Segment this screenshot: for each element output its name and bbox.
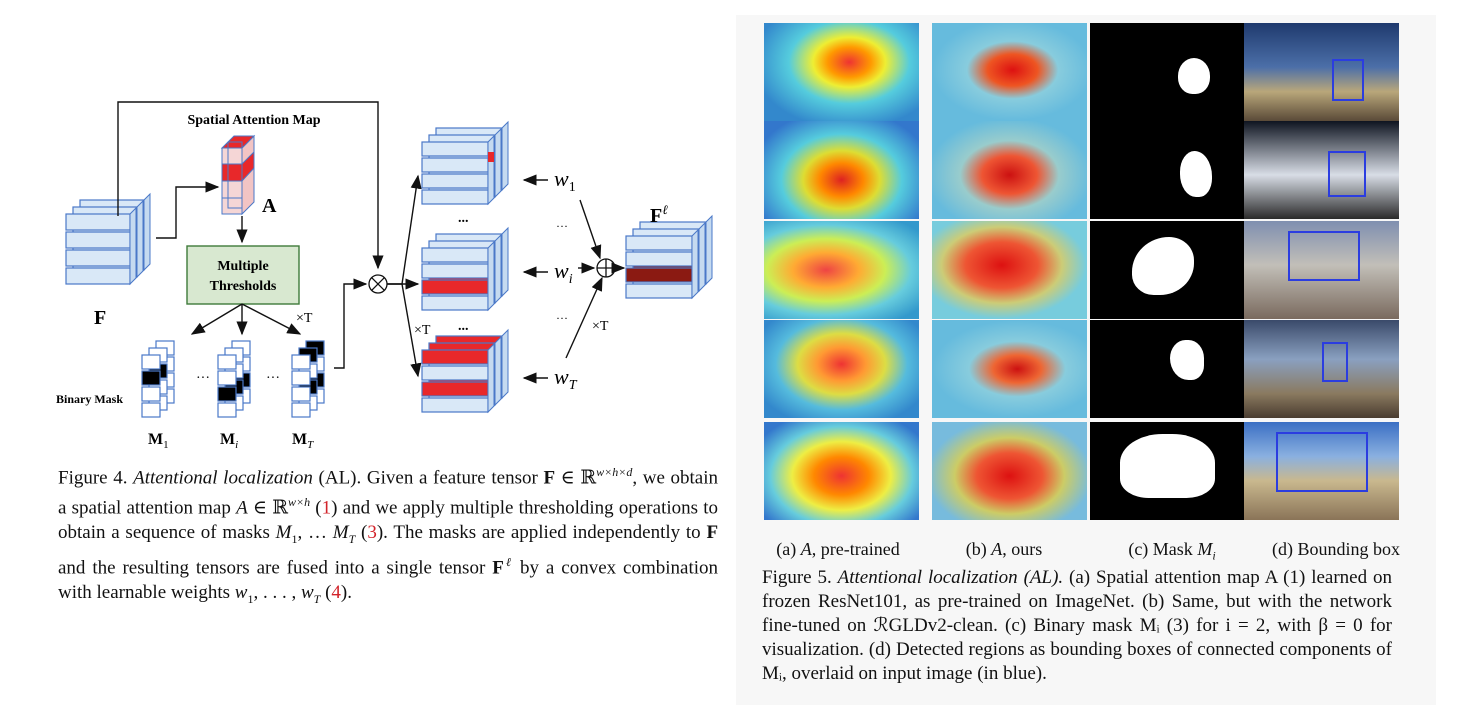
bounding-box-overlay [1276, 432, 1368, 492]
fused-tensor-Fl [625, 214, 713, 300]
bounding-box-image [1244, 320, 1399, 418]
binary-mask-Mi [217, 340, 251, 418]
label-F: F [94, 307, 106, 329]
sum-operator [596, 258, 616, 278]
bounding-box-overlay [1322, 342, 1348, 382]
mask-region [1132, 237, 1194, 295]
attention-ours-image [932, 23, 1087, 121]
attention-ours-image [932, 121, 1087, 219]
vdots-1: ... [458, 211, 469, 226]
masked-tensor-T [421, 328, 509, 414]
figure-4-caption: Figure 4. Attentional localization (AL).… [58, 465, 719, 606]
label-w1: w1 [554, 166, 576, 195]
multiply-operator [368, 274, 388, 294]
column-label-d: (d) Bounding box [1272, 539, 1400, 559]
al-architecture-diagram: Spatial Attention Map A Multiple Thresho… [56, 101, 713, 451]
spatial-attention-map-label: Spatial Attention Map [187, 113, 320, 128]
times-T-label: ×T [296, 311, 313, 326]
label-wi: wi [554, 258, 573, 287]
masked-tensor-1 [421, 120, 509, 206]
times-T-label-3: ×T [592, 319, 609, 334]
bounding-box-image [1244, 221, 1399, 319]
bounding-box-overlay [1328, 151, 1366, 197]
figure-4: Spatial Attention Map A Multiple Thresho… [56, 101, 719, 606]
dots-1: ··· [196, 371, 210, 386]
figure-5: (a) A, pre-trained (b) A, ours (c) Mask … [736, 15, 1436, 705]
mask-image [1090, 221, 1245, 319]
label-M1: M1 [148, 431, 169, 451]
mask-region [1178, 58, 1210, 94]
bounding-box-image [1244, 121, 1399, 219]
attention-pretrained-image [764, 422, 919, 520]
attention-pretrained-image [764, 121, 919, 219]
label-MT: MT [292, 431, 314, 451]
dots-4: ··· [556, 311, 568, 325]
mask-image [1090, 23, 1245, 121]
mask-image [1090, 121, 1245, 219]
mask-image [1090, 320, 1245, 418]
attention-pretrained-image [764, 23, 919, 121]
bounding-box-overlay [1332, 59, 1364, 101]
dots-3: ··· [556, 219, 568, 233]
masked-tensor-i [421, 226, 509, 312]
figure-5-caption: Figure 5. Attentional localization (AL).… [762, 567, 1393, 684]
bounding-box-image [1244, 422, 1399, 520]
skip-connection-arrow [117, 101, 384, 270]
bounding-box-image [1244, 23, 1399, 121]
feature-tensor-F [65, 192, 151, 286]
dots-2: ··· [266, 371, 280, 386]
vdots-2: ... [458, 319, 469, 334]
attention-map-A [220, 134, 256, 216]
attention-ours-image [932, 422, 1087, 520]
bounding-box-overlay [1288, 231, 1360, 281]
binary-mask-MT [291, 340, 325, 418]
mask-region [1120, 434, 1215, 498]
column-label-c: (c) Mask Mi [1128, 539, 1216, 563]
column-label-a: (a) A, pre-trained [776, 539, 900, 559]
attention-ours-image [932, 221, 1087, 319]
attention-ours-image [932, 320, 1087, 418]
label-Fl: Fℓ [650, 202, 668, 227]
binary-mask-label: Binary Mask [56, 392, 123, 406]
label-wT: wT [554, 364, 578, 393]
mask-image [1090, 422, 1245, 520]
mask-to-multiply-arrow [334, 278, 368, 369]
column-label-b: (b) A, ours [965, 539, 1043, 559]
multiple-label: Multiple [217, 259, 268, 274]
f-to-a-arrow [156, 181, 220, 239]
binary-mask-M1 [141, 340, 175, 418]
label-A: A [262, 195, 277, 217]
thresholds-label: Thresholds [210, 279, 277, 294]
mask-region [1170, 340, 1204, 380]
multiple-thresholds-box [186, 245, 300, 305]
times-T-label-2: ×T [414, 323, 431, 338]
attention-pretrained-image [764, 221, 919, 319]
attention-pretrained-image [764, 320, 919, 418]
label-Mi: Mi [220, 431, 238, 451]
mask-region [1180, 151, 1212, 197]
